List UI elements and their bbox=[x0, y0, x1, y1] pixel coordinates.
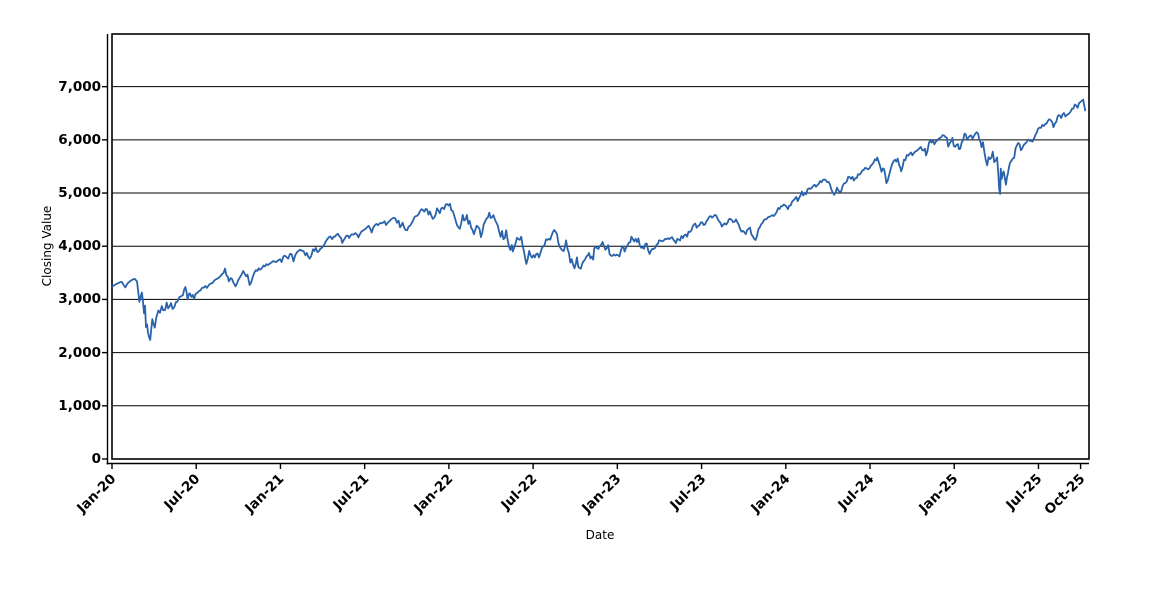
y-tick-label: 2,000 bbox=[58, 344, 101, 361]
y-tick-label: 5,000 bbox=[58, 185, 101, 202]
y-tick-label: 0 bbox=[91, 451, 101, 467]
y-tick-label: 4,000 bbox=[58, 238, 101, 255]
y-tick-label: 6,000 bbox=[58, 131, 101, 148]
series-line bbox=[111, 98, 1087, 341]
plot-border bbox=[111, 33, 1090, 460]
y-tick-label: 1,000 bbox=[58, 397, 101, 414]
x-axis-title: Date bbox=[585, 528, 615, 542]
y-tick-label: 7,000 bbox=[58, 78, 101, 95]
y-tick-label: 3,000 bbox=[58, 291, 101, 308]
